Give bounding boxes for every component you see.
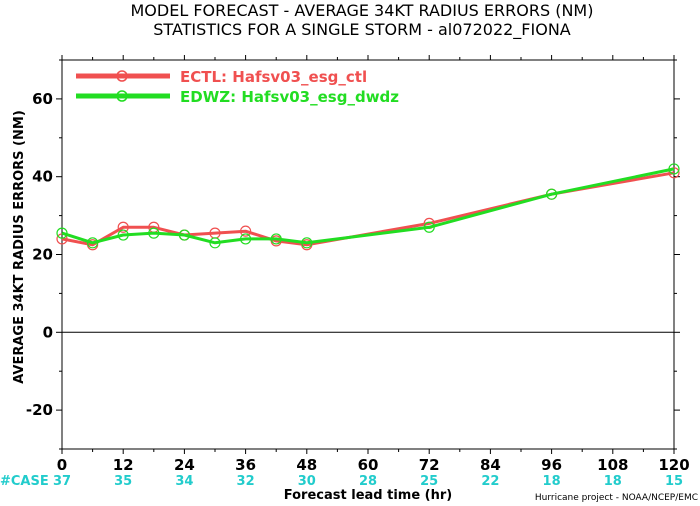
case-count: 18 bbox=[543, 474, 561, 489]
case-count: 35 bbox=[114, 474, 132, 489]
data-point bbox=[240, 233, 252, 245]
case-count: 32 bbox=[237, 474, 255, 489]
case-count: 25 bbox=[420, 474, 438, 489]
chart-title: MODEL FORECAST - AVERAGE 34KT RADIUS ERR… bbox=[131, 1, 594, 20]
x-tick-label: 36 bbox=[235, 456, 256, 474]
plot-frame bbox=[61, 59, 675, 450]
x-tick-label: 96 bbox=[541, 456, 562, 474]
case-row-label: #CASE bbox=[0, 474, 49, 489]
series-line bbox=[61, 167, 675, 245]
data-point bbox=[56, 227, 68, 239]
data-point bbox=[86, 237, 99, 249]
series-1 bbox=[56, 167, 680, 251]
data-point bbox=[301, 237, 313, 249]
x-tick-label: 60 bbox=[358, 456, 379, 474]
y-axis-title-group: AVERAGE 34KT RADIUS ERRORS (NM) bbox=[12, 110, 27, 384]
data-point bbox=[668, 167, 680, 179]
x-axis-title: Forecast lead time (hr) bbox=[284, 488, 452, 503]
plot-area: 0 12 24 36 48 60 72 84 96 108 120 -20 0 20 40 60 ECTL: H… bbox=[0, 55, 690, 489]
y-axis-title: AVERAGE 34KT RADIUS ERRORS (NM) bbox=[12, 110, 27, 384]
series-2 bbox=[56, 163, 680, 249]
y-tick-label: 40 bbox=[32, 168, 53, 186]
y-tick-label: 0 bbox=[43, 323, 53, 341]
x-tick-label: 84 bbox=[480, 456, 501, 474]
data-point bbox=[148, 227, 160, 239]
case-count: 22 bbox=[481, 474, 499, 489]
credit-text: Hurricane project - NOAA/NCEP/EMC bbox=[535, 493, 698, 503]
case-count: 30 bbox=[298, 474, 316, 489]
y-tick-label: 20 bbox=[32, 246, 53, 264]
case-count: 15 bbox=[665, 474, 683, 489]
legend-marker bbox=[116, 90, 128, 102]
x-tick-label: 48 bbox=[296, 456, 317, 474]
data-point bbox=[117, 229, 129, 241]
case-row: #CASE 37 35 34 32 30 28 25 22 18 18 15 bbox=[0, 474, 683, 489]
case-count: 37 bbox=[53, 474, 71, 489]
series-line bbox=[61, 171, 675, 247]
case-count: 28 bbox=[359, 474, 377, 489]
x-tick-label: 12 bbox=[113, 456, 134, 474]
data-point bbox=[209, 237, 221, 249]
y-tick-label: -20 bbox=[26, 401, 53, 419]
x-tick-label: 0 bbox=[57, 456, 67, 474]
data-point bbox=[545, 188, 558, 200]
data-point bbox=[117, 221, 129, 233]
x-tick-label: 108 bbox=[597, 456, 628, 474]
data-point bbox=[270, 233, 282, 245]
x-axis-title-group: Forecast lead time (hr) bbox=[284, 488, 452, 503]
data-point bbox=[423, 221, 435, 233]
x-tick-label: 120 bbox=[658, 456, 689, 474]
case-count: 18 bbox=[604, 474, 622, 489]
y-tick-label: 60 bbox=[32, 90, 53, 108]
chart-subtitle: STATISTICS FOR A SINGLE STORM - al072022… bbox=[153, 20, 571, 40]
x-tick-label: 72 bbox=[419, 456, 440, 474]
data-point bbox=[240, 225, 252, 237]
x-tick-label: 24 bbox=[174, 456, 195, 474]
legend: ECTL: Hafsv03_esg_ctl EDWZ: Hafsv03_esg_d… bbox=[76, 68, 399, 106]
data-point bbox=[178, 229, 190, 241]
legend-marker bbox=[116, 70, 128, 82]
case-count: 34 bbox=[175, 474, 193, 489]
legend-label: ECTL: Hafsv03_esg_ctl bbox=[180, 68, 367, 86]
legend-label: EDWZ: Hafsv03_esg_dwdz bbox=[180, 88, 399, 106]
data-point bbox=[668, 163, 680, 175]
